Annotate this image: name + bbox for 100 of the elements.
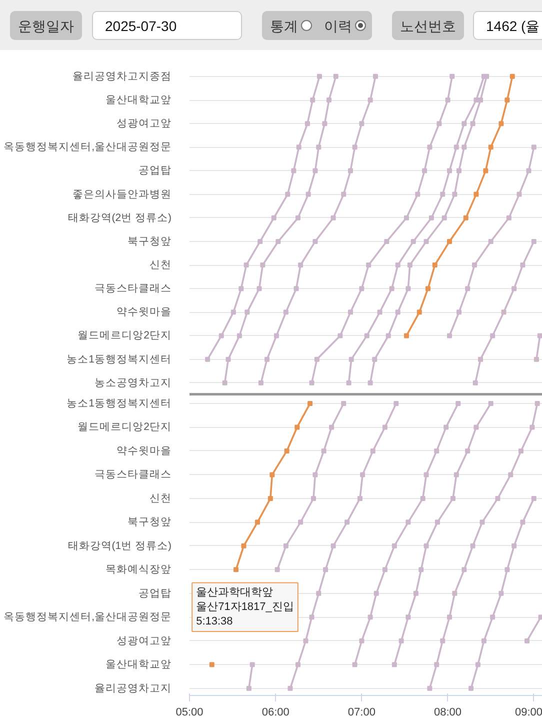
point [465, 286, 470, 292]
point [359, 638, 364, 644]
point [298, 520, 304, 525]
point [348, 310, 353, 315]
point [531, 144, 536, 150]
point [326, 98, 332, 103]
point [510, 74, 515, 79]
point [395, 310, 400, 315]
point [490, 333, 496, 338]
point [226, 356, 231, 362]
point [407, 262, 412, 268]
annotation: 울산과학대학앞 울산71자1817_진입 5:13:38 [196, 586, 294, 628]
point [404, 333, 409, 338]
point [314, 356, 320, 362]
point [352, 144, 358, 150]
y-tick-label: 율리공영차고지종점 [72, 70, 172, 82]
point [530, 424, 535, 430]
point [425, 286, 430, 292]
x-tick-label: 09:00 [514, 706, 542, 718]
point [488, 144, 494, 150]
x-tick-label: 08:00 [434, 706, 462, 718]
point [447, 168, 452, 174]
y-tick-label: 울산대학교앞 [106, 94, 172, 106]
point [384, 238, 390, 244]
point [450, 74, 455, 79]
point [238, 286, 244, 292]
y-tick-label: 월드메르디앙2단지 [78, 421, 172, 434]
point [456, 400, 461, 406]
point [230, 310, 236, 315]
point [244, 310, 250, 315]
y-tick-label: 태화강역(1번 정류소) [68, 540, 172, 552]
point [434, 662, 440, 668]
point [488, 238, 494, 244]
point [288, 686, 293, 691]
point [427, 144, 432, 150]
y-tick-label: 공업탑 [138, 587, 172, 600]
point [440, 638, 446, 644]
point [406, 286, 411, 292]
point [398, 638, 404, 644]
point [377, 310, 382, 315]
point [406, 614, 411, 620]
point [241, 543, 246, 548]
point [368, 98, 373, 103]
y-tick-label: 성광여고앞 [116, 634, 172, 647]
point [422, 168, 428, 174]
point [274, 333, 279, 338]
point [264, 356, 270, 362]
point [309, 614, 314, 620]
point [368, 380, 373, 386]
point [480, 520, 485, 525]
point [294, 424, 300, 430]
point [295, 662, 300, 668]
point [475, 662, 480, 668]
y-tick-label: 태화강역(2번 정류소) [68, 212, 172, 224]
point [330, 215, 336, 220]
point [504, 98, 510, 103]
point [372, 74, 378, 79]
point [308, 400, 313, 406]
point [312, 238, 318, 244]
point [427, 686, 432, 691]
point [474, 424, 479, 430]
point [303, 638, 308, 644]
y-tick-label: 농소1동행정복지센터 [66, 353, 172, 366]
point [250, 662, 255, 668]
point [236, 333, 242, 338]
point [472, 380, 478, 386]
point [333, 74, 338, 79]
y-tick-label: 울산대학교앞 [106, 658, 172, 671]
y-tick-label: 월드메르디앙2단지 [78, 330, 172, 342]
point [520, 520, 526, 525]
point [454, 144, 459, 150]
point [512, 543, 517, 548]
point [258, 380, 264, 386]
point [445, 98, 450, 103]
point [323, 567, 328, 572]
point [452, 590, 458, 596]
point [447, 333, 452, 338]
y-tick-label: 약수윗마을 [116, 444, 172, 457]
point [386, 333, 391, 338]
point [524, 638, 530, 644]
point [418, 567, 424, 572]
x-tick-label: 05:00 [176, 706, 204, 718]
point [392, 662, 397, 668]
point [268, 496, 273, 501]
point [309, 380, 314, 386]
point [246, 686, 252, 691]
point [531, 238, 536, 244]
text: 2025-07-30 [92, 11, 242, 40]
point [434, 448, 440, 454]
point [284, 448, 290, 454]
text: 1462 (율 [473, 11, 542, 40]
point [260, 262, 266, 268]
y-tick-label: 극동스타클래스 [94, 468, 172, 481]
point [283, 543, 288, 548]
y-tick-label: 약수윗마을 [116, 306, 172, 318]
point [321, 448, 326, 454]
point [341, 192, 346, 197]
point [490, 614, 496, 620]
point [285, 192, 290, 197]
point [472, 262, 477, 268]
